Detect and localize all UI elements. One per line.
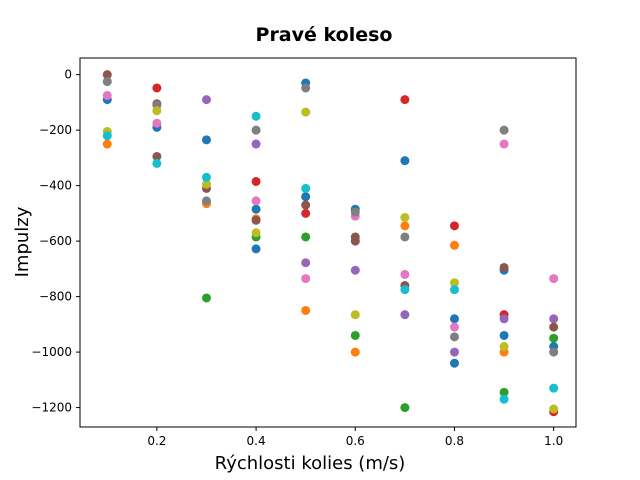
data-point [549, 347, 559, 357]
x-axis-ticks: 0.2 0.4 0.6 0.8 1.0 [147, 427, 563, 448]
data-point [449, 240, 459, 250]
data-point [499, 139, 509, 149]
data-point [102, 90, 112, 100]
x-axis-label: Rýchlosti kolies (m/s) [215, 453, 406, 474]
data-point [301, 83, 311, 93]
y-axis-ticks: 0 −200 −400 −600 −800 −1000 −1200 [31, 68, 80, 415]
data-point [449, 285, 459, 295]
data-point [102, 70, 112, 80]
data-point [251, 176, 261, 186]
data-point [152, 83, 162, 93]
data-point [449, 332, 459, 342]
data-point [499, 394, 509, 404]
data-point [152, 158, 162, 168]
data-point [251, 215, 261, 225]
data-point [301, 258, 311, 268]
data-point [499, 342, 509, 352]
data-point [301, 200, 311, 210]
data-point [400, 221, 410, 231]
x-tick-label: 1.0 [544, 434, 563, 448]
data-point [102, 139, 112, 149]
data-point [201, 172, 211, 182]
data-point [251, 196, 261, 206]
data-point [400, 232, 410, 242]
data-point [499, 125, 509, 135]
data-point [499, 262, 509, 272]
data-point [400, 310, 410, 320]
y-tick-label: −200 [39, 123, 72, 137]
y-tick-label: −400 [39, 179, 72, 193]
data-point [449, 347, 459, 357]
data-point [201, 135, 211, 145]
data-point [350, 207, 360, 217]
data-point [449, 358, 459, 368]
data-point [301, 274, 311, 284]
data-point [449, 314, 459, 324]
data-point [400, 403, 410, 413]
data-point [350, 347, 360, 357]
data-point [350, 265, 360, 275]
data-point [251, 228, 261, 238]
data-point [549, 404, 559, 414]
data-point [400, 213, 410, 223]
points-layer [102, 70, 559, 417]
data-point [400, 156, 410, 166]
data-point [400, 95, 410, 105]
data-point [449, 322, 459, 332]
data-point [201, 293, 211, 303]
data-point [201, 196, 211, 206]
data-point [251, 204, 261, 214]
y-axis-label: Impulzy [12, 206, 33, 277]
data-point [301, 183, 311, 193]
data-point [301, 192, 311, 202]
data-point [549, 314, 559, 324]
data-point [549, 322, 559, 332]
y-tick-label: −800 [39, 290, 72, 304]
x-tick-label: 0.8 [445, 434, 464, 448]
data-point [449, 278, 459, 288]
data-point [350, 310, 360, 320]
y-tick-label: −600 [39, 234, 72, 248]
data-point [301, 208, 311, 218]
data-point [549, 383, 559, 393]
data-point [301, 305, 311, 315]
data-point [251, 125, 261, 135]
data-point [400, 285, 410, 295]
data-point [350, 330, 360, 340]
x-tick-label: 0.6 [346, 434, 365, 448]
x-tick-label: 0.2 [147, 434, 166, 448]
data-point [400, 269, 410, 279]
x-tick-label: 0.4 [247, 434, 266, 448]
data-point [549, 333, 559, 343]
data-point [449, 221, 459, 231]
data-point [301, 232, 311, 242]
data-point [102, 77, 112, 87]
data-point [549, 274, 559, 284]
data-point [301, 107, 311, 117]
data-point [152, 151, 162, 161]
data-point [201, 95, 211, 105]
y-tick-label: −1200 [31, 401, 72, 415]
data-point [499, 387, 509, 397]
y-tick-label: −1000 [31, 345, 72, 359]
y-tick-label: 0 [64, 68, 72, 82]
data-point [251, 244, 261, 254]
chart-title: Pravé koleso [256, 24, 393, 46]
data-point [251, 139, 261, 149]
plot-frame [79, 57, 577, 428]
data-point [350, 236, 360, 246]
data-point [102, 131, 112, 141]
data-point [251, 111, 261, 121]
data-point [152, 118, 162, 128]
data-point [152, 106, 162, 116]
data-point [201, 179, 211, 189]
data-point [499, 314, 509, 324]
data-point [499, 330, 509, 340]
